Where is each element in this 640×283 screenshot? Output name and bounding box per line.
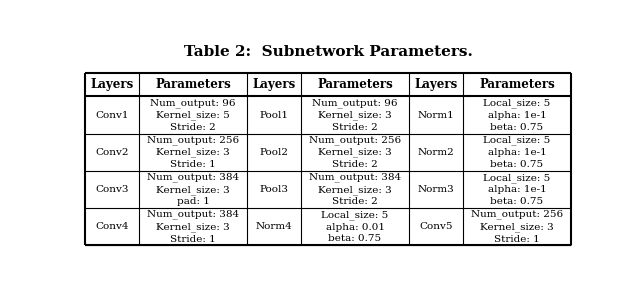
Text: Norm2: Norm2 (418, 148, 454, 157)
Text: Pool2: Pool2 (259, 148, 289, 157)
Text: Num_output: 96
Kernel_size: 5
Stride: 2: Num_output: 96 Kernel_size: 5 Stride: 2 (150, 98, 236, 132)
Text: Pool3: Pool3 (259, 185, 289, 194)
Text: Local_size: 5
alpha: 0.01
beta: 0.75: Local_size: 5 alpha: 0.01 beta: 0.75 (321, 210, 388, 243)
Text: Local_size: 5
alpha: 1e-1
beta: 0.75: Local_size: 5 alpha: 1e-1 beta: 0.75 (483, 173, 550, 206)
Text: Num_output: 256
Kernel_size: 3
Stride: 1: Num_output: 256 Kernel_size: 3 Stride: 1 (147, 135, 239, 169)
Text: Num_output: 384
Kernel_size: 3
pad: 1: Num_output: 384 Kernel_size: 3 pad: 1 (147, 173, 239, 207)
Text: Num_output: 256
Kernel_size: 3
Stride: 2: Num_output: 256 Kernel_size: 3 Stride: 2 (309, 135, 401, 169)
Text: Num_output: 96
Kernel_size: 3
Stride: 2: Num_output: 96 Kernel_size: 3 Stride: 2 (312, 98, 397, 132)
Text: Conv5: Conv5 (419, 222, 452, 231)
Text: Norm3: Norm3 (418, 185, 454, 194)
Text: Table 2:  Subnetwork Parameters.: Table 2: Subnetwork Parameters. (184, 45, 472, 59)
Text: Norm4: Norm4 (255, 222, 292, 231)
Text: Local_size: 5
alpha: 1e-1
beta: 0.75: Local_size: 5 alpha: 1e-1 beta: 0.75 (483, 136, 550, 169)
Text: Num_output: 384
Kernel_size: 3
Stride: 1: Num_output: 384 Kernel_size: 3 Stride: 1 (147, 210, 239, 244)
Text: Num_output: 256
Kernel_size: 3
Stride: 1: Num_output: 256 Kernel_size: 3 Stride: 1 (471, 210, 563, 244)
Text: Parameters: Parameters (317, 78, 393, 91)
Text: Conv1: Conv1 (95, 111, 129, 119)
Text: Conv4: Conv4 (95, 222, 129, 231)
Text: Norm1: Norm1 (418, 111, 454, 119)
Text: Parameters: Parameters (479, 78, 555, 91)
Text: Conv2: Conv2 (95, 148, 129, 157)
Text: Layers: Layers (90, 78, 134, 91)
Text: Pool1: Pool1 (259, 111, 289, 119)
Text: Num_output: 384
Kernel_size: 3
Stride: 2: Num_output: 384 Kernel_size: 3 Stride: 2 (309, 173, 401, 207)
Text: Layers: Layers (252, 78, 296, 91)
Text: Layers: Layers (414, 78, 458, 91)
Text: Local_size: 5
alpha: 1e-1
beta: 0.75: Local_size: 5 alpha: 1e-1 beta: 0.75 (483, 98, 550, 132)
Text: Conv3: Conv3 (95, 185, 129, 194)
Text: Parameters: Parameters (155, 78, 231, 91)
